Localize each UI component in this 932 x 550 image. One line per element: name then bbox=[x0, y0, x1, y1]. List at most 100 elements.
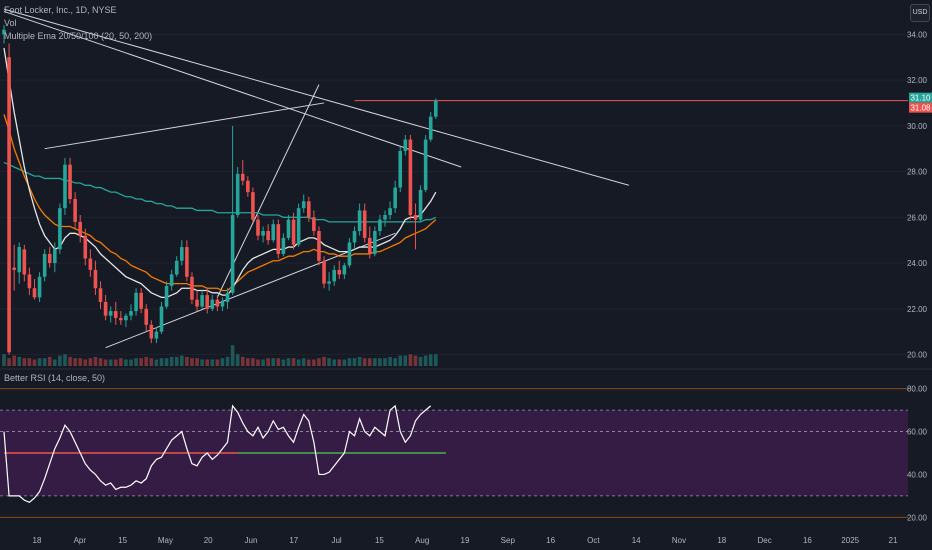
volume-bar bbox=[53, 359, 57, 366]
candle-body bbox=[388, 208, 392, 216]
candle-body bbox=[88, 258, 93, 270]
volume-bar bbox=[63, 354, 67, 366]
candle-body bbox=[32, 288, 37, 298]
candle-body bbox=[398, 150, 403, 188]
rsi-line bbox=[3, 404, 432, 503]
volume-bar bbox=[169, 356, 174, 366]
candle-body bbox=[230, 215, 235, 293]
candle-body bbox=[185, 247, 189, 277]
volume-bar bbox=[261, 359, 265, 366]
price-tick-label: 26.00 bbox=[907, 213, 928, 222]
axes: 34.00 32.00 30.00 28.00 26.00 24.00 22.00 20.00… bbox=[33, 30, 932, 545]
ema-legend[interactable]: Multiple Ema 20/50/100 (20, 50, 200) bbox=[4, 31, 153, 41]
x-tick-label: Oct bbox=[587, 536, 600, 545]
candle-body bbox=[83, 235, 88, 259]
candle-body bbox=[12, 267, 16, 270]
candle-body bbox=[408, 139, 413, 216]
volume-bar bbox=[22, 358, 27, 366]
volume-bar bbox=[180, 355, 184, 366]
candle-body bbox=[210, 299, 215, 309]
volume-bar bbox=[2, 354, 6, 366]
candle-body bbox=[307, 201, 311, 218]
candle-body bbox=[98, 288, 103, 302]
volume-bar bbox=[174, 356, 179, 366]
price-tick-label: 30.00 bbox=[907, 122, 928, 131]
candle-body bbox=[281, 237, 286, 254]
candle-body bbox=[195, 299, 199, 307]
volume-bar bbox=[246, 358, 250, 366]
volume-bar bbox=[317, 358, 321, 366]
candle-body bbox=[301, 201, 306, 209]
symbol-title[interactable]: Foot Locker, Inc., 1D, NYSE bbox=[4, 5, 117, 15]
volume-bar bbox=[93, 356, 98, 366]
grid bbox=[0, 33, 932, 370]
second-price-label: 31.08 bbox=[910, 104, 931, 113]
volume-bar bbox=[398, 355, 403, 366]
volume-bar bbox=[403, 355, 408, 366]
volume-bar bbox=[276, 358, 281, 366]
candle-body bbox=[246, 180, 250, 193]
volume-bar bbox=[388, 356, 392, 366]
volume-bar bbox=[423, 355, 428, 366]
x-tick-label: Aug bbox=[415, 536, 429, 545]
candle-body bbox=[327, 281, 331, 284]
candle-body bbox=[73, 199, 77, 222]
x-tick-label: 20 bbox=[204, 536, 213, 545]
ema50-line bbox=[3, 114, 437, 292]
rsi-tick-label: 80.00 bbox=[907, 385, 928, 394]
volume-bar bbox=[185, 356, 189, 366]
x-tick-label: 18 bbox=[717, 536, 726, 545]
x-tick-label: Jul bbox=[331, 536, 341, 545]
candle-body bbox=[129, 311, 133, 316]
currency-button[interactable]: USD bbox=[910, 4, 930, 22]
volume-bar bbox=[393, 358, 397, 366]
candle-body bbox=[2, 29, 6, 35]
volume-bar bbox=[68, 356, 72, 366]
candle-body bbox=[337, 269, 342, 275]
volume-bar bbox=[58, 355, 62, 366]
candle-body bbox=[271, 224, 276, 241]
candle-body bbox=[63, 164, 67, 209]
rsi-legend[interactable]: Better RSI (14, close, 50) bbox=[4, 373, 106, 383]
volume-bar bbox=[129, 359, 133, 366]
candle-body bbox=[78, 221, 82, 236]
candle-body bbox=[357, 210, 362, 232]
volume-bar bbox=[124, 359, 128, 366]
rsi-tick-label: 60.00 bbox=[907, 428, 928, 437]
volume-bar bbox=[113, 359, 118, 366]
volume-bar bbox=[256, 359, 260, 366]
volume-bar bbox=[17, 356, 22, 366]
candle-body bbox=[332, 269, 336, 282]
candle-body bbox=[423, 139, 428, 190]
candle-body bbox=[119, 317, 123, 321]
candle-body bbox=[251, 192, 255, 220]
volume-bar bbox=[98, 358, 103, 366]
volume-bar bbox=[413, 355, 418, 366]
volume-bar bbox=[42, 358, 47, 366]
candles bbox=[2, 25, 438, 355]
volume-legend[interactable]: Vol bbox=[4, 18, 17, 28]
candle-body bbox=[108, 311, 113, 316]
volume-bar bbox=[362, 358, 367, 366]
volume-bar bbox=[83, 359, 88, 366]
rsi-tick-label: 40.00 bbox=[907, 470, 928, 479]
volume-bar bbox=[37, 358, 42, 366]
candle-body bbox=[159, 306, 164, 332]
candle-body bbox=[58, 208, 62, 250]
x-tick-label: 2025 bbox=[841, 536, 859, 545]
candle-body bbox=[113, 311, 118, 318]
candle-body bbox=[403, 139, 408, 151]
candle-body bbox=[42, 253, 47, 277]
x-tick-label: Nov bbox=[672, 536, 686, 545]
x-tick-label: Apr bbox=[74, 536, 87, 545]
volume-bar bbox=[327, 358, 331, 366]
ema20-line bbox=[3, 47, 437, 299]
candle-body bbox=[180, 247, 184, 261]
volume-bar bbox=[383, 358, 387, 366]
trendline-upper-short bbox=[3, 10, 462, 168]
volume-bar bbox=[347, 358, 352, 366]
candle-body bbox=[169, 274, 174, 286]
volume-bar bbox=[220, 358, 225, 366]
x-tick-label: 21 bbox=[889, 536, 898, 545]
